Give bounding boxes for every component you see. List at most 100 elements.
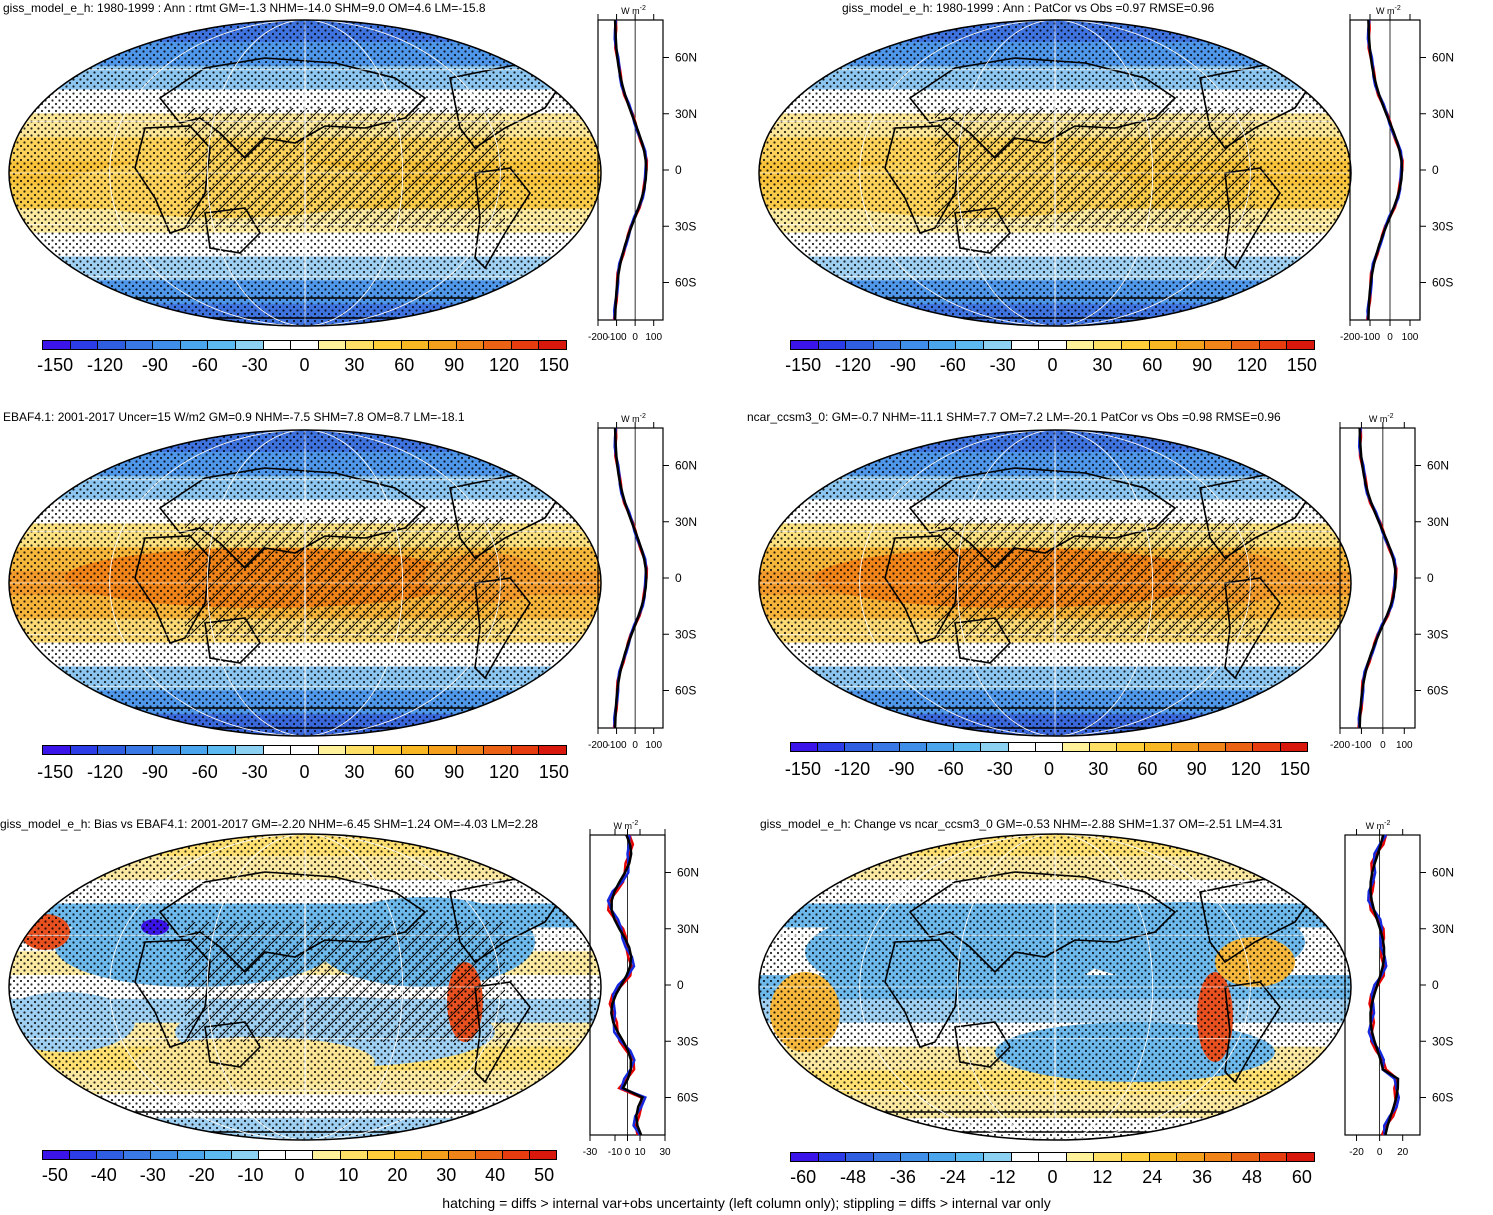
colorbar-swatch [1066, 341, 1095, 349]
colorbar-swatch [1149, 341, 1178, 349]
x-tick-label: -100 [1360, 332, 1380, 343]
colorbar-tick-label: -120 [834, 759, 871, 779]
colorbar-tick-label: -120 [834, 355, 872, 375]
colorbar-swatch [318, 341, 347, 349]
colorbar-swatch [872, 743, 900, 751]
colorbar-tick-label: 60 [394, 762, 415, 782]
profile-line-black [613, 427, 648, 729]
colorbar-tick-label: -48 [839, 1167, 867, 1187]
colorbar-swatch [394, 1151, 422, 1159]
unit-label: W m-2 [1366, 820, 1391, 831]
colorbar-swatch [1008, 743, 1036, 751]
colorbar-swatch [180, 341, 209, 349]
lat-tick-label: 60S [677, 1091, 698, 1105]
colorbar-labels-bias: -50 -40 -30 -20 -10 0 10 20 30 40 50 [42, 1165, 557, 1187]
colorbar-swatch [178, 1151, 206, 1159]
panel-title: giss_model_e_h: 1980-1999 : Ann : PatCor… [842, 1, 1215, 15]
colorbar-swatch [928, 1153, 957, 1161]
colorbar-tick-label: 90 [444, 762, 465, 782]
colorbar-swatch [1063, 743, 1091, 751]
lat-tick-label: 60S [1427, 684, 1448, 698]
colorbar-swatch [153, 746, 181, 754]
x-tick-label: 100 [1396, 740, 1413, 751]
colorbar-labels-model-patcor: -150 -120 -90 -60 -30 0 30 60 90 120 150 [785, 355, 1317, 377]
lat-tick-label: 60N [1427, 459, 1449, 473]
colorbar-swatch [1011, 1153, 1040, 1161]
lat-tick-label: 30S [677, 1034, 698, 1048]
colorbar-tick-label: -40 [90, 1165, 117, 1185]
colorbar-swatch [180, 746, 209, 754]
meridian [1054, 834, 1056, 1140]
colorbar-swatch [873, 341, 902, 349]
x-tick-label: 100 [1402, 332, 1419, 343]
lat-tick-label: 30S [1427, 627, 1448, 641]
x-tick-label: 0 [1387, 332, 1393, 343]
colorbar-tick-label: -30 [989, 355, 1016, 375]
map-model-patcor [758, 19, 1352, 327]
colorbar-swatch [236, 341, 264, 349]
colorbar-swatch [1144, 743, 1172, 751]
colorbar-tick-label: 48 [1241, 1167, 1263, 1187]
colorbar-swatch [43, 746, 71, 754]
meridian [206, 430, 404, 736]
colorbar-tick-label: 0 [294, 1165, 305, 1185]
colorbar-tick-label: 24 [1142, 1167, 1163, 1187]
colorbar-swatch [401, 746, 430, 754]
colorbar-swatch [484, 746, 512, 754]
colorbar-tick-label: -24 [939, 1167, 966, 1187]
meridian [956, 430, 1154, 736]
meridian [109, 20, 501, 326]
colorbar-labels-model-annual: -150 -120 -90 -60 -30 0 30 60 90 120 150 [37, 355, 569, 377]
lat-tick-label: 60N [675, 459, 697, 473]
colorbar-swatch [502, 1151, 530, 1159]
lat-tick-label: 60S [1432, 1091, 1453, 1105]
colorbar-swatch [43, 1151, 71, 1159]
meridian [859, 20, 1251, 326]
colorbar-swatch [263, 341, 292, 349]
colorbar-swatch [263, 746, 292, 754]
unit-label: W m-2 [614, 820, 639, 831]
map-border [758, 833, 1352, 1141]
profile-line-black [1358, 427, 1397, 729]
colorbar-swatch [539, 341, 566, 349]
colorbar-swatch [901, 1153, 929, 1161]
colorbar-tick-label: 120 [488, 762, 520, 782]
panel-title: EBAF4.1: 2001-2017 Uncer=15 W/m2 GM=0.9 … [3, 410, 465, 424]
colorbar-labels-change: -60 -48 -36 -24 -12 0 12 24 36 48 60 [790, 1167, 1315, 1189]
colorbar-swatch [1121, 1153, 1150, 1161]
colorbar-tick-label: 30 [1088, 759, 1109, 779]
colorbar-swatch [873, 1153, 902, 1161]
colorbar-swatch [70, 341, 99, 349]
lat-tick-label: 60N [675, 51, 697, 65]
lat-tick-label: 30N [677, 922, 699, 936]
colorbar-swatch [901, 341, 929, 349]
colorbar-swatch [313, 1151, 341, 1159]
colorbar-model-patcor [790, 340, 1315, 350]
colorbar-tick-label: -60 [191, 762, 218, 782]
colorbar-tick-label: -12 [989, 1167, 1016, 1187]
colorbar-tick-label: -90 [141, 355, 168, 375]
colorbar-swatch [1177, 341, 1205, 349]
x-tick-label: 100 [645, 332, 662, 343]
meridian [304, 20, 306, 326]
zonal-mean-plot-model-patcor: W m-2 60N 30N 0 30S 60S -200 -100 0 100 [1340, 5, 1454, 343]
meridian [304, 430, 306, 736]
colorbar-swatch [511, 341, 540, 349]
zonal-frame [597, 427, 664, 729]
colorbar-swatch [429, 746, 457, 754]
x-tick-label: -100 [607, 332, 627, 343]
colorbar-swatch [1259, 1153, 1288, 1161]
x-tick-label: 0 [632, 740, 638, 751]
hatching [935, 518, 1255, 638]
colorbar-ebaf-obs [42, 745, 567, 755]
hatching [185, 108, 505, 228]
x-tick-label: -100 [607, 740, 627, 751]
map-ebaf-obs [8, 429, 602, 737]
colorbar-model-annual [42, 340, 567, 350]
unit-label: W m-2 [621, 5, 646, 16]
unit-label: W m-2 [1369, 413, 1394, 424]
unit-label: W m-2 [1376, 5, 1401, 16]
colorbar-swatch [153, 341, 181, 349]
colorbar-swatch [1035, 743, 1064, 751]
colorbar-swatch [539, 746, 566, 754]
